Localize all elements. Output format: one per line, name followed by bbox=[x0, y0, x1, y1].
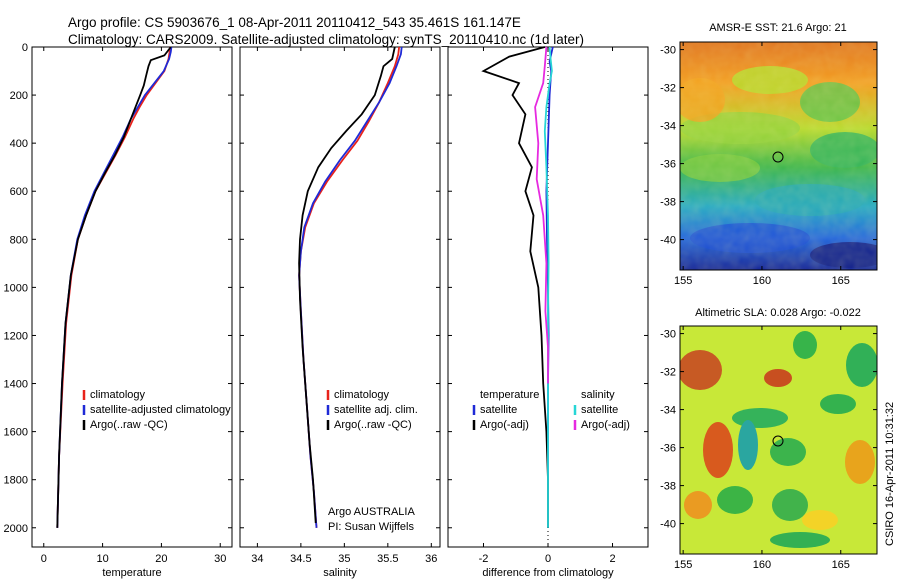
ytick-label: 800 bbox=[10, 234, 28, 246]
temperature-xtick-label: 10 bbox=[96, 553, 108, 565]
sla-map-ticks: 155 160 165 -30 -32 -34 -36 -38 -40 bbox=[660, 326, 877, 571]
sst_map-xtick-label: 160 bbox=[753, 275, 771, 287]
sla-map-frame bbox=[679, 325, 878, 555]
temperature-legend-label: satellite-adjusted climatology bbox=[90, 404, 231, 416]
sla-map: Altimetric SLA: 0.028 Argo: -0.022 bbox=[660, 307, 878, 571]
sla_map-ytick-label: -36 bbox=[660, 443, 676, 455]
sst_map-ytick-label: -30 bbox=[660, 45, 676, 57]
sla_map-ytick-label: -38 bbox=[660, 481, 676, 493]
sla_map-xtick-label: 165 bbox=[832, 559, 850, 571]
salinity-xtick-label: 34 bbox=[251, 553, 263, 565]
sst_map-xtick-label: 165 bbox=[832, 275, 850, 287]
ytick-label: 1600 bbox=[4, 427, 28, 439]
credit-line-1: Argo AUSTRALIA bbox=[328, 506, 415, 518]
salinity-frame bbox=[239, 46, 441, 548]
series-temperature-argo-adj- bbox=[481, 46, 549, 528]
ytick-label: 200 bbox=[10, 90, 28, 102]
sst-argo-marker bbox=[772, 151, 784, 163]
panel-difference: -2 0 2 difference from climatology temperatu… bbox=[447, 46, 649, 579]
series-argo-raw-qc- bbox=[56, 46, 172, 528]
salinity-xtick-label: 34.5 bbox=[290, 553, 311, 565]
salinity-xtick-label: 36 bbox=[425, 553, 437, 565]
salinity-legend-label: climatology bbox=[334, 389, 390, 401]
temperature-legend-label: climatology bbox=[90, 389, 146, 401]
difference-legend-heading: salinity bbox=[581, 389, 615, 401]
temperature-xtick-label: 20 bbox=[155, 553, 167, 565]
credit-line-2: PI: Susan Wijffels bbox=[328, 521, 414, 533]
ytick-label: 600 bbox=[10, 186, 28, 198]
salinity-legend-label: satellite adj. clim. bbox=[334, 404, 418, 416]
difference-legend-heading: temperature bbox=[480, 389, 539, 401]
sla-map-title: Altimetric SLA: 0.028 Argo: -0.022 bbox=[695, 307, 861, 319]
header-line-1: Argo profile: CS 5903676_1 08-Apr-2011 2… bbox=[68, 15, 521, 30]
sst_map-xtick-label: 155 bbox=[674, 275, 692, 287]
sst_map-ytick-label: -36 bbox=[660, 159, 676, 171]
sla-eddies bbox=[680, 331, 877, 548]
sst-map-title: AMSR-E SST: 21.6 Argo: 21 bbox=[709, 22, 847, 34]
sst_map-ytick-label: -32 bbox=[660, 83, 676, 95]
temperature-xlabel: temperature bbox=[102, 567, 161, 579]
sla-field bbox=[680, 326, 877, 554]
sla-argo-marker bbox=[772, 435, 784, 447]
series-argo-raw-qc- bbox=[298, 46, 396, 524]
temperature-legend-label: Argo(..raw -QC) bbox=[90, 419, 168, 431]
sst_map-ytick-label: -38 bbox=[660, 197, 676, 209]
difference-legend-label: Argo(-adj) bbox=[480, 419, 529, 431]
ytick-label: 400 bbox=[10, 138, 28, 150]
side-timestamp: CSIRO 16-Apr-2011 10:31:32 bbox=[884, 402, 896, 546]
salinity-legend-label: Argo(..raw -QC) bbox=[334, 419, 412, 431]
salinity-xlabel: salinity bbox=[323, 567, 357, 579]
header: Argo profile: CS 5903676_1 08-Apr-2011 2… bbox=[68, 15, 584, 47]
salinity-xtick-label: 35 bbox=[338, 553, 350, 565]
sla_map-ytick-label: -40 bbox=[660, 519, 676, 531]
temperature-xtick-label: 30 bbox=[214, 553, 226, 565]
difference-xtick-label: 2 bbox=[609, 553, 615, 565]
ytick-label: 0 bbox=[22, 42, 28, 54]
sst-map-ticks: 155 160 165 -30 -32 -34 -36 -38 -40 bbox=[660, 42, 877, 287]
ytick-label: 1000 bbox=[4, 282, 28, 294]
difference-xtick-label: -2 bbox=[479, 553, 489, 565]
difference-legend-label: satellite bbox=[480, 404, 517, 416]
sla_map-xtick-label: 155 bbox=[674, 559, 692, 571]
difference-legend-label: satellite bbox=[581, 404, 618, 416]
sst-map-frame bbox=[679, 41, 878, 271]
sst-field bbox=[680, 42, 877, 270]
ytick-label: 2000 bbox=[4, 523, 28, 535]
difference-legend-label: Argo(-adj) bbox=[581, 419, 630, 431]
series-salinity-argo-adj- bbox=[534, 46, 549, 384]
sst-map: AMSR-E SST: 21.6 Argo: 21 155 160 165 -30 -3… bbox=[660, 22, 878, 287]
panel-temperature: 0 200 400 600 800 1000 1200 1400 1600 1800 2000 0 10… bbox=[4, 42, 233, 579]
salinity-xtick-label: 35.5 bbox=[377, 553, 398, 565]
ytick-label: 1200 bbox=[4, 330, 28, 342]
panel-salinity: 34 34.5 35 35.5 36 salinity climatology satelli… bbox=[239, 46, 441, 579]
temperature-xtick-label: 0 bbox=[41, 553, 47, 565]
sst_map-ytick-label: -34 bbox=[660, 121, 676, 133]
ytick-label: 1800 bbox=[4, 475, 28, 487]
sla_map-xtick-label: 160 bbox=[753, 559, 771, 571]
difference-xtick-label: 0 bbox=[545, 553, 551, 565]
sla_map-ytick-label: -34 bbox=[660, 405, 676, 417]
temperature-frame bbox=[31, 46, 233, 548]
sla_map-ytick-label: -30 bbox=[660, 329, 676, 341]
sst_map-ytick-label: -40 bbox=[660, 235, 676, 247]
header-line-2: Climatology: CARS2009. Satellite-adjuste… bbox=[68, 32, 584, 47]
difference-xlabel: difference from climatology bbox=[482, 567, 614, 579]
sla_map-ytick-label: -32 bbox=[660, 367, 676, 379]
ytick-label: 1400 bbox=[4, 379, 28, 391]
